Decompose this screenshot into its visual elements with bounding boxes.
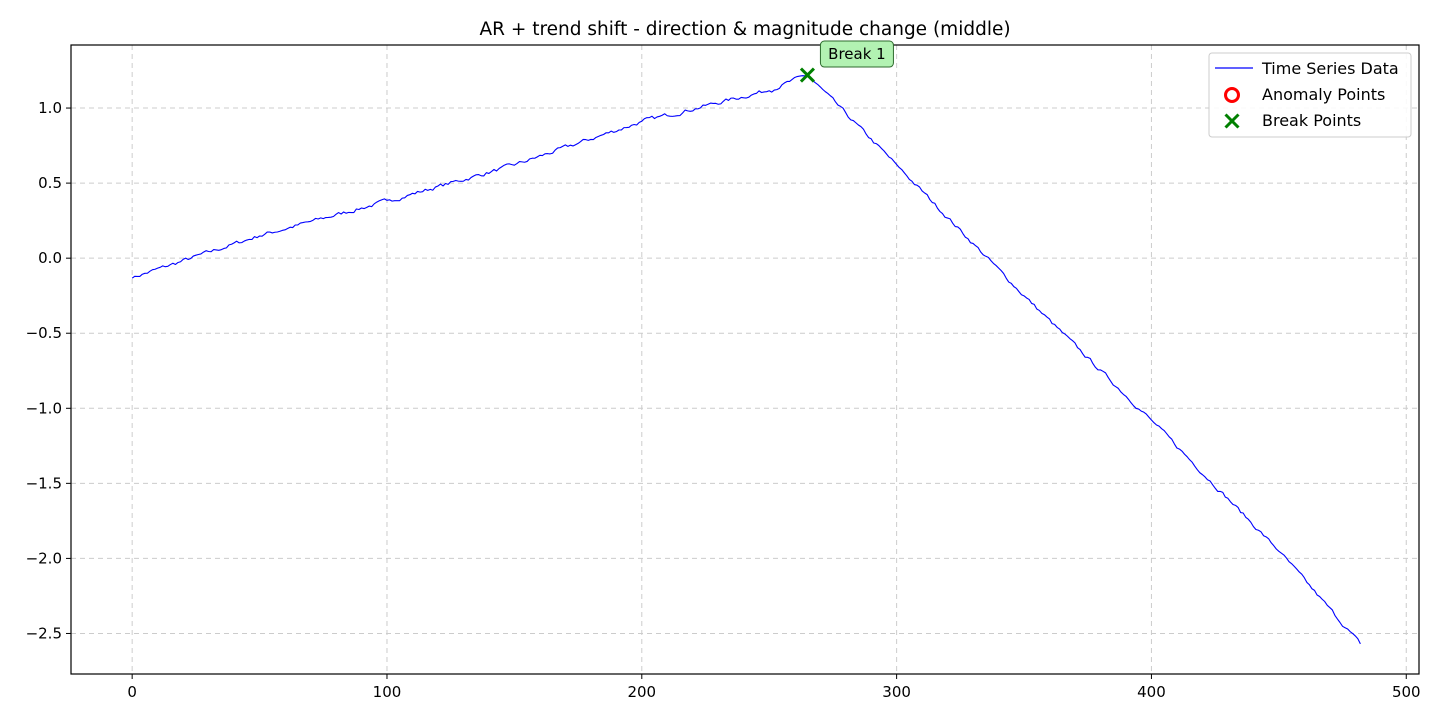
x-tick-label: 400 [1137, 683, 1166, 701]
grid [71, 45, 1419, 674]
axes: 0 100 200 300 400 500 1.0 0.5 0.0 −0.5 −1.0 −1.5 −2.… [26, 99, 1421, 701]
y-tick-label: 0.0 [38, 249, 62, 267]
legend-box [1208, 52, 1412, 138]
y-tick-label: −0.5 [26, 324, 62, 342]
legend-x-icon [1224, 113, 1240, 129]
break-point-marker [799, 67, 815, 83]
plot-frame [70, 44, 1420, 675]
x-tick-label: 500 [1392, 683, 1421, 701]
annotation-label: Break 1 [828, 45, 886, 63]
legend-x-stroke [1224, 113, 1240, 129]
y-tick-label: −2.5 [26, 624, 62, 642]
data-layer [131, 67, 1361, 645]
x-tick-label: 200 [627, 683, 656, 701]
legend-label: Anomaly Points [1262, 85, 1385, 104]
chart-title: AR + trend shift - direction & magnitude… [479, 19, 1010, 40]
series-line-time-series-data [131, 74, 1361, 645]
x-tick-label: 100 [373, 683, 402, 701]
y-tick-label: 0.5 [38, 174, 62, 192]
annotation-box [819, 40, 894, 68]
legend-circle-icon [1224, 87, 1240, 103]
legend: Time Series Data Anomaly Points Break Poin… [1208, 52, 1412, 138]
legend-label: Break Points [1262, 111, 1361, 130]
y-tick-label: 1.0 [38, 99, 62, 117]
break-annotation: Break 1 [819, 40, 894, 68]
y-tick-label: −1.5 [26, 474, 62, 492]
x-tick-label: 0 [127, 683, 137, 701]
y-tick-label: −1.0 [26, 399, 62, 417]
x-tick-label: 300 [882, 683, 911, 701]
break-point-x-stroke [799, 67, 815, 83]
y-tick-label: −2.0 [26, 549, 62, 567]
legend-label: Time Series Data [1261, 59, 1399, 78]
annotations: Break 1 [819, 40, 894, 68]
